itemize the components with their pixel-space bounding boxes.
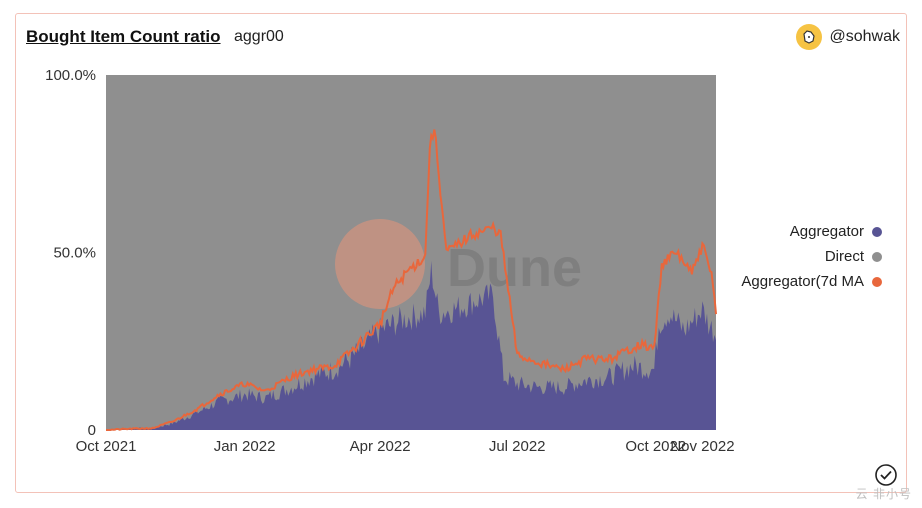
- x-tick-label: Nov 2022: [670, 438, 734, 455]
- x-tick-label: Jul 2022: [489, 438, 546, 455]
- dune-watermark: Dune: [447, 238, 582, 298]
- legend-swatch-ma: [872, 276, 882, 287]
- corner-watermark: 云 非小号: [855, 487, 912, 501]
- author-badge[interactable]: @sohwak: [795, 24, 901, 50]
- legend-item-aggregator[interactable]: Aggregator: [741, 219, 882, 244]
- check-circle-icon[interactable]: [874, 463, 898, 487]
- x-tick-label: Oct 2022: [625, 438, 686, 455]
- chart-title[interactable]: Bought Item Count ratio: [26, 27, 221, 46]
- legend-swatch-direct: [872, 251, 882, 262]
- legend-label-ma: Aggregator(7d MA: [741, 273, 864, 290]
- legend-swatch-aggregator: [872, 226, 882, 237]
- x-tick-label: Oct 2021: [76, 438, 137, 455]
- dog-icon: [802, 30, 815, 44]
- y-tick-label: 100.0%: [45, 67, 96, 84]
- author-name: @sohwak: [829, 28, 901, 45]
- y-tick-label: 50.0%: [53, 245, 96, 262]
- dune-logo-icon: [335, 219, 425, 309]
- series-area-aggregator: [106, 260, 716, 430]
- x-tick-label: Jan 2022: [214, 438, 276, 455]
- legend-item-ma[interactable]: Aggregator(7d MA: [741, 269, 882, 294]
- legend: Aggregator Direct Aggregator(7d MA: [741, 219, 882, 294]
- x-tick-label: Apr 2022: [350, 438, 411, 455]
- series-line-aggregator-ma: [106, 129, 717, 431]
- y-tick-label: 0: [88, 422, 96, 439]
- avatar: [795, 24, 822, 50]
- legend-label-aggregator: Aggregator: [789, 223, 864, 240]
- legend-item-direct[interactable]: Direct: [741, 244, 882, 269]
- chart-subtitle: aggr00: [234, 28, 284, 45]
- legend-label-direct: Direct: [824, 248, 864, 265]
- chart-card: [15, 13, 907, 493]
